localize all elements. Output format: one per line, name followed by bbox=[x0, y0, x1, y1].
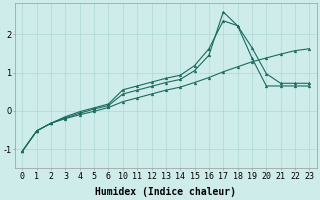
X-axis label: Humidex (Indice chaleur): Humidex (Indice chaleur) bbox=[95, 186, 236, 197]
